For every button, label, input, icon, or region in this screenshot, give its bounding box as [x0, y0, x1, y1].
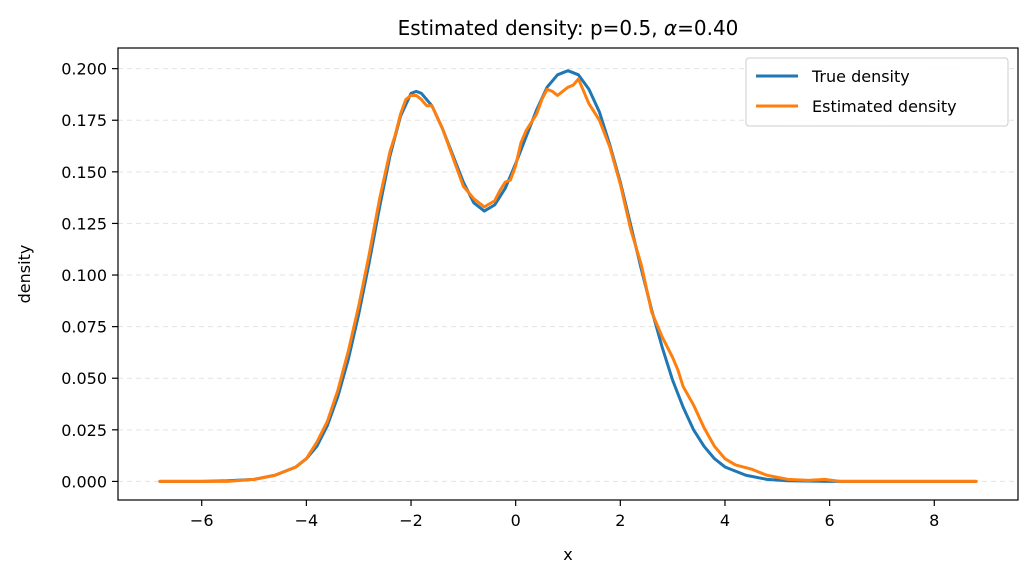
y-tick-label: 0.000 — [61, 472, 107, 491]
legend-label-estimated-density: Estimated density — [812, 97, 957, 116]
x-tick-label: 4 — [720, 511, 730, 530]
series-line-true-density — [158, 69, 978, 483]
grid-lines — [118, 68, 1018, 482]
y-tick-label: 0.025 — [61, 421, 107, 440]
y-tick-label: 0.050 — [61, 369, 107, 388]
chart-title-suffix: =0.40 — [677, 16, 738, 40]
x-tick-label: 8 — [929, 511, 939, 530]
x-tick-label: −2 — [399, 511, 423, 530]
legend-label-true-density: True density — [811, 67, 910, 86]
chart-title-symbol: α — [664, 16, 677, 40]
legend: True density Estimated density — [745, 57, 1009, 127]
x-axis-ticks: −6 −4 −2 0 2 4 6 8 — [190, 500, 939, 530]
x-axis-title: x — [563, 545, 572, 564]
series-lines — [158, 69, 978, 483]
x-tick-label: 6 — [825, 511, 835, 530]
legend-box — [745, 57, 1009, 127]
x-tick-label: 2 — [615, 511, 625, 530]
chart-title-prefix: Estimated density: p=0.5, — [398, 16, 664, 40]
y-axis-ticks: 0.000 0.025 0.050 0.075 0.100 0.125 0.150 0.175… — [61, 60, 118, 491]
plot-area-frame — [117, 47, 1019, 501]
series-line-estimated-density — [158, 77, 978, 483]
y-tick-label: 0.175 — [61, 111, 107, 130]
x-tick-label: 0 — [511, 511, 521, 530]
chart-title: Estimated density: p=0.5, α=0.40 — [398, 16, 739, 40]
y-tick-label: 0.100 — [61, 266, 107, 285]
y-tick-label: 0.125 — [61, 214, 107, 233]
y-tick-label: 0.200 — [61, 60, 107, 79]
x-tick-label: −4 — [295, 511, 319, 530]
y-axis-title: density — [15, 245, 34, 304]
x-tick-label: −6 — [190, 511, 214, 530]
y-tick-label: 0.150 — [61, 163, 107, 182]
y-tick-label: 0.075 — [61, 318, 107, 337]
